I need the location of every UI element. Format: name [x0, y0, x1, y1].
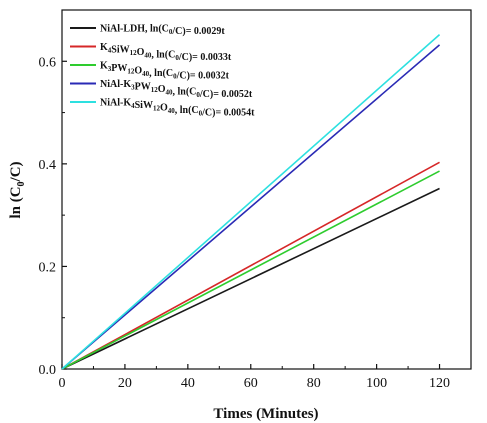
x-tick-label: 80: [307, 376, 321, 391]
y-tick-label: 0.6: [39, 55, 57, 70]
y-tick-label: 0.0: [39, 363, 57, 378]
x-tick-label: 0: [59, 376, 66, 391]
series-line-4: [61, 44, 441, 370]
x-axis-title: Times (Minutes): [213, 406, 318, 422]
x-tick-label: 120: [429, 376, 450, 391]
legend-label-4: NiAl-K3PW12O40, ln(C0/C)= 0.0052t: [100, 79, 253, 100]
legend-label-1: NiAl-LDH, ln(C0/C)= 0.0029t: [100, 24, 225, 38]
x-tick-label: 20: [118, 376, 132, 391]
x-tick-label: 60: [244, 376, 258, 391]
x-tick-label: 40: [181, 376, 195, 391]
legend-label-3: K3PW12O40, ln(C0/C)= 0.0032t: [100, 61, 230, 82]
legend-label-2: K4SiW12O40, ln(C0/C)= 0.0033t: [100, 42, 232, 63]
series-line-3: [61, 170, 440, 370]
legend-label-5: NiAl-K4SiW12O40, ln(C0/C)= 0.0054t: [100, 98, 255, 119]
y-tick-label: 0.2: [39, 260, 57, 275]
y-tick-label: 0.4: [39, 158, 57, 173]
y-axis-title: ln (C0/C): [8, 161, 27, 218]
plot-frame: [61, 9, 472, 370]
series-line-2: [61, 161, 440, 370]
x-tick-label: 100: [366, 376, 387, 391]
series-line-5: [61, 34, 441, 370]
series-line-1: [61, 187, 440, 370]
